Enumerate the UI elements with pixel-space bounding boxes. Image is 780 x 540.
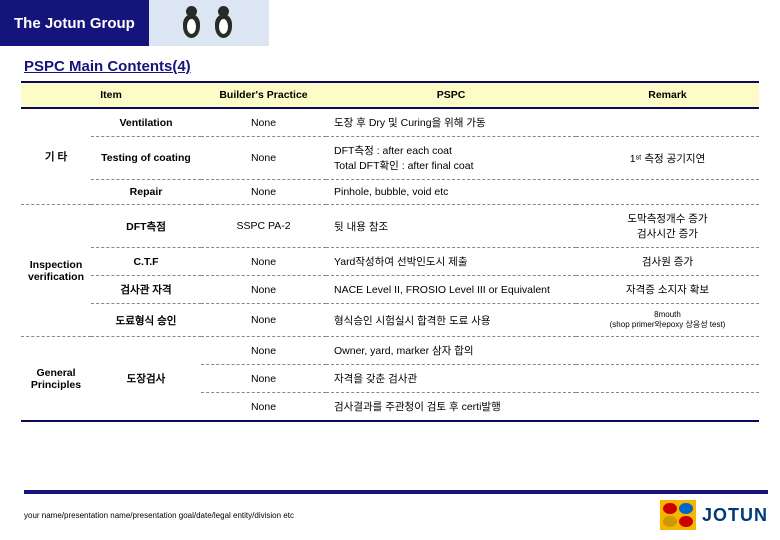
main-table: Item Builder's Practice PSPC Remark 기 타V…	[21, 81, 759, 422]
sub-label: Repair	[91, 180, 201, 205]
cell-bp: None	[201, 180, 326, 205]
table-row: Testing of coatingNoneDFT측정 : after each…	[21, 137, 759, 180]
slide-group-title: The Jotun Group	[0, 0, 149, 46]
cell-remark	[576, 365, 759, 393]
table-row: Inspection verificationDFT측점SSPC PA-2뒷 내…	[21, 205, 759, 248]
footer: your name/presentation name/presentation…	[24, 500, 768, 530]
cell-bp: None	[201, 108, 326, 137]
logo-text: JOTUN	[702, 505, 768, 526]
sub-label: Testing of coating	[91, 137, 201, 180]
col-remark: Remark	[576, 82, 759, 108]
cell-bp: None	[201, 248, 326, 276]
cell-pspc: Owner, yard, marker 삼자 합의	[326, 337, 576, 365]
cell-pspc: 검사결과를 주관청이 검토 후 certi발행	[326, 393, 576, 422]
cell-remark: 검사원 증가	[576, 248, 759, 276]
jotun-logo: JOTUN	[660, 500, 768, 530]
table-row: RepairNonePinhole, bubble, void etc	[21, 180, 759, 205]
sub-label: 검사관 자격	[91, 276, 201, 304]
cell-pspc: Pinhole, bubble, void etc	[326, 180, 576, 205]
header-image	[149, 0, 269, 46]
penguin-icon	[211, 6, 237, 44]
cell-pspc: 뒷 내용 참조	[326, 205, 576, 248]
cell-pspc: DFT측정 : after each coatTotal DFT확인 : aft…	[326, 137, 576, 180]
cell-pspc: 형식승인 시험실시 합격한 도료 사용	[326, 304, 576, 337]
table-row: 검사관 자격NoneNACE Level II, FROSIO Level II…	[21, 276, 759, 304]
cell-bp: None	[201, 393, 326, 422]
cell-pspc: NACE Level II, FROSIO Level III or Equiv…	[326, 276, 576, 304]
cell-remark: 도막측정개수 증가검사시간 증가	[576, 205, 759, 248]
col-pspc: PSPC	[326, 82, 576, 108]
section-label: 기 타	[21, 108, 91, 205]
slide-subtitle: PSPC Main Contents(4)	[24, 58, 780, 75]
cell-remark	[576, 180, 759, 205]
cell-pspc: 자격을 갖춘 검사관	[326, 365, 576, 393]
col-bp: Builder's Practice	[201, 82, 326, 108]
sub-label: 도장검사	[91, 337, 201, 422]
title-bar: The Jotun Group	[0, 0, 780, 46]
table-row: General Principles도장검사NoneOwner, yard, m…	[21, 337, 759, 365]
cell-remark: 자격증 소지자 확보	[576, 276, 759, 304]
cell-bp: None	[201, 137, 326, 180]
table-row: C.T.FNoneYard작성하여 선박인도시 제출검사원 증가	[21, 248, 759, 276]
cell-remark	[576, 337, 759, 365]
cell-pspc: 도장 후 Dry 및 Curing을 위해 가동	[326, 108, 576, 137]
sub-label: C.T.F	[91, 248, 201, 276]
section-label: General Principles	[21, 337, 91, 422]
cell-bp: None	[201, 276, 326, 304]
col-item: Item	[21, 82, 201, 108]
cell-remark: 8mouth(shop primer와epoxy 상응성 test)	[576, 304, 759, 337]
cell-bp: None	[201, 304, 326, 337]
penguin-icon	[179, 6, 205, 44]
logo-icon	[660, 500, 696, 530]
section-label: Inspection verification	[21, 205, 91, 337]
cell-bp: SSPC PA-2	[201, 205, 326, 248]
cell-bp: None	[201, 365, 326, 393]
cell-remark: 1ˢᵗ 측정 공기지연	[576, 137, 759, 180]
table-row: 도료형식 승인None형식승인 시험실시 합격한 도료 사용8mouth(sho…	[21, 304, 759, 337]
footer-divider	[24, 490, 768, 494]
cell-pspc: Yard작성하여 선박인도시 제출	[326, 248, 576, 276]
sub-label: 도료형식 승인	[91, 304, 201, 337]
sub-label: Ventilation	[91, 108, 201, 137]
cell-remark	[576, 393, 759, 422]
sub-label: DFT측점	[91, 205, 201, 248]
cell-bp: None	[201, 337, 326, 365]
cell-remark	[576, 108, 759, 137]
table-row: 기 타VentilationNone도장 후 Dry 및 Curing을 위해 …	[21, 108, 759, 137]
table-head-row: Item Builder's Practice PSPC Remark	[21, 82, 759, 108]
footer-text: your name/presentation name/presentation…	[24, 511, 294, 520]
